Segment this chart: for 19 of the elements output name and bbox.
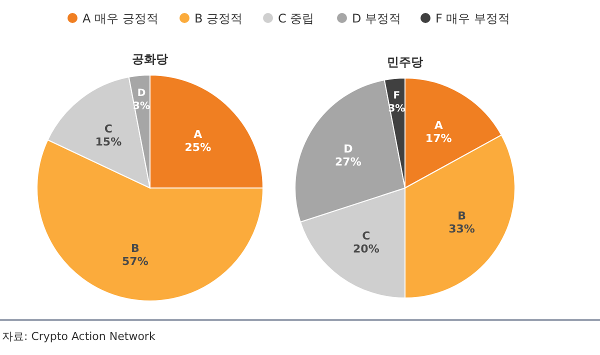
slice-label: C: [104, 122, 112, 136]
data-label: C 20%: [353, 229, 380, 256]
slice-label: A: [194, 128, 203, 142]
data-label: 57%: [122, 255, 148, 268]
text: 자료: Crypto Action Network: [2, 330, 156, 343]
legend-label: F 매우 부정적: [436, 12, 510, 26]
data-label: 15%: [95, 135, 122, 148]
slice-label: D: [137, 88, 146, 99]
legend-label: D 부정적: [352, 12, 402, 26]
data-label: A 17%: [425, 119, 452, 146]
slice-label: B: [131, 242, 140, 256]
chart-title: 공화당: [132, 52, 168, 66]
data-label: 25%: [184, 141, 212, 154]
legend-label: A 매우 긍정적: [82, 12, 158, 26]
text: 민주당: [387, 55, 423, 69]
legend-label: B 긍정적: [194, 12, 243, 26]
data-label: B 33%: [448, 210, 475, 236]
legend-label: C 중립: [278, 12, 314, 26]
data-label: D 27%: [335, 142, 362, 168]
